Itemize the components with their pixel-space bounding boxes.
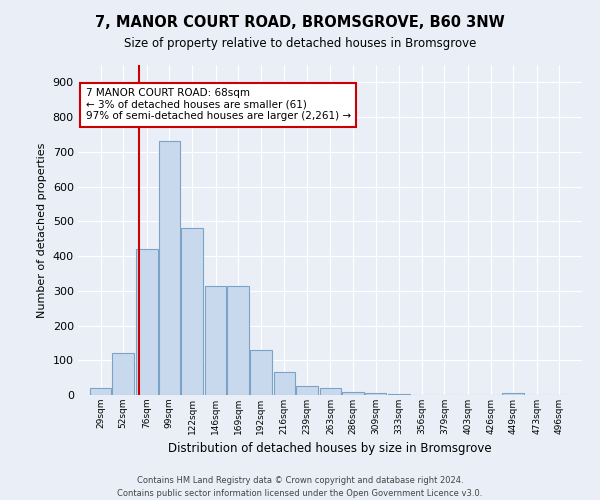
- Bar: [112, 354, 134, 395]
- Text: 7, MANOR COURT ROAD, BROMSGROVE, B60 3NW: 7, MANOR COURT ROAD, BROMSGROVE, B60 3NW: [95, 15, 505, 30]
- Text: Size of property relative to detached houses in Bromsgrove: Size of property relative to detached ho…: [124, 38, 476, 51]
- Y-axis label: Number of detached properties: Number of detached properties: [37, 142, 47, 318]
- X-axis label: Distribution of detached houses by size in Bromsgrove: Distribution of detached houses by size …: [168, 442, 492, 456]
- Bar: [250, 350, 272, 395]
- Bar: [342, 392, 364, 395]
- Bar: [158, 142, 180, 395]
- Text: Contains HM Land Registry data © Crown copyright and database right 2024.
Contai: Contains HM Land Registry data © Crown c…: [118, 476, 482, 498]
- Bar: [136, 249, 158, 395]
- Bar: [274, 372, 295, 395]
- Bar: [227, 286, 249, 395]
- Text: 7 MANOR COURT ROAD: 68sqm
← 3% of detached houses are smaller (61)
97% of semi-d: 7 MANOR COURT ROAD: 68sqm ← 3% of detach…: [86, 88, 350, 122]
- Bar: [205, 286, 226, 395]
- Bar: [90, 388, 112, 395]
- Bar: [320, 388, 341, 395]
- Bar: [365, 394, 386, 395]
- Bar: [296, 386, 318, 395]
- Bar: [181, 228, 203, 395]
- Bar: [502, 394, 524, 395]
- Bar: [388, 394, 410, 395]
